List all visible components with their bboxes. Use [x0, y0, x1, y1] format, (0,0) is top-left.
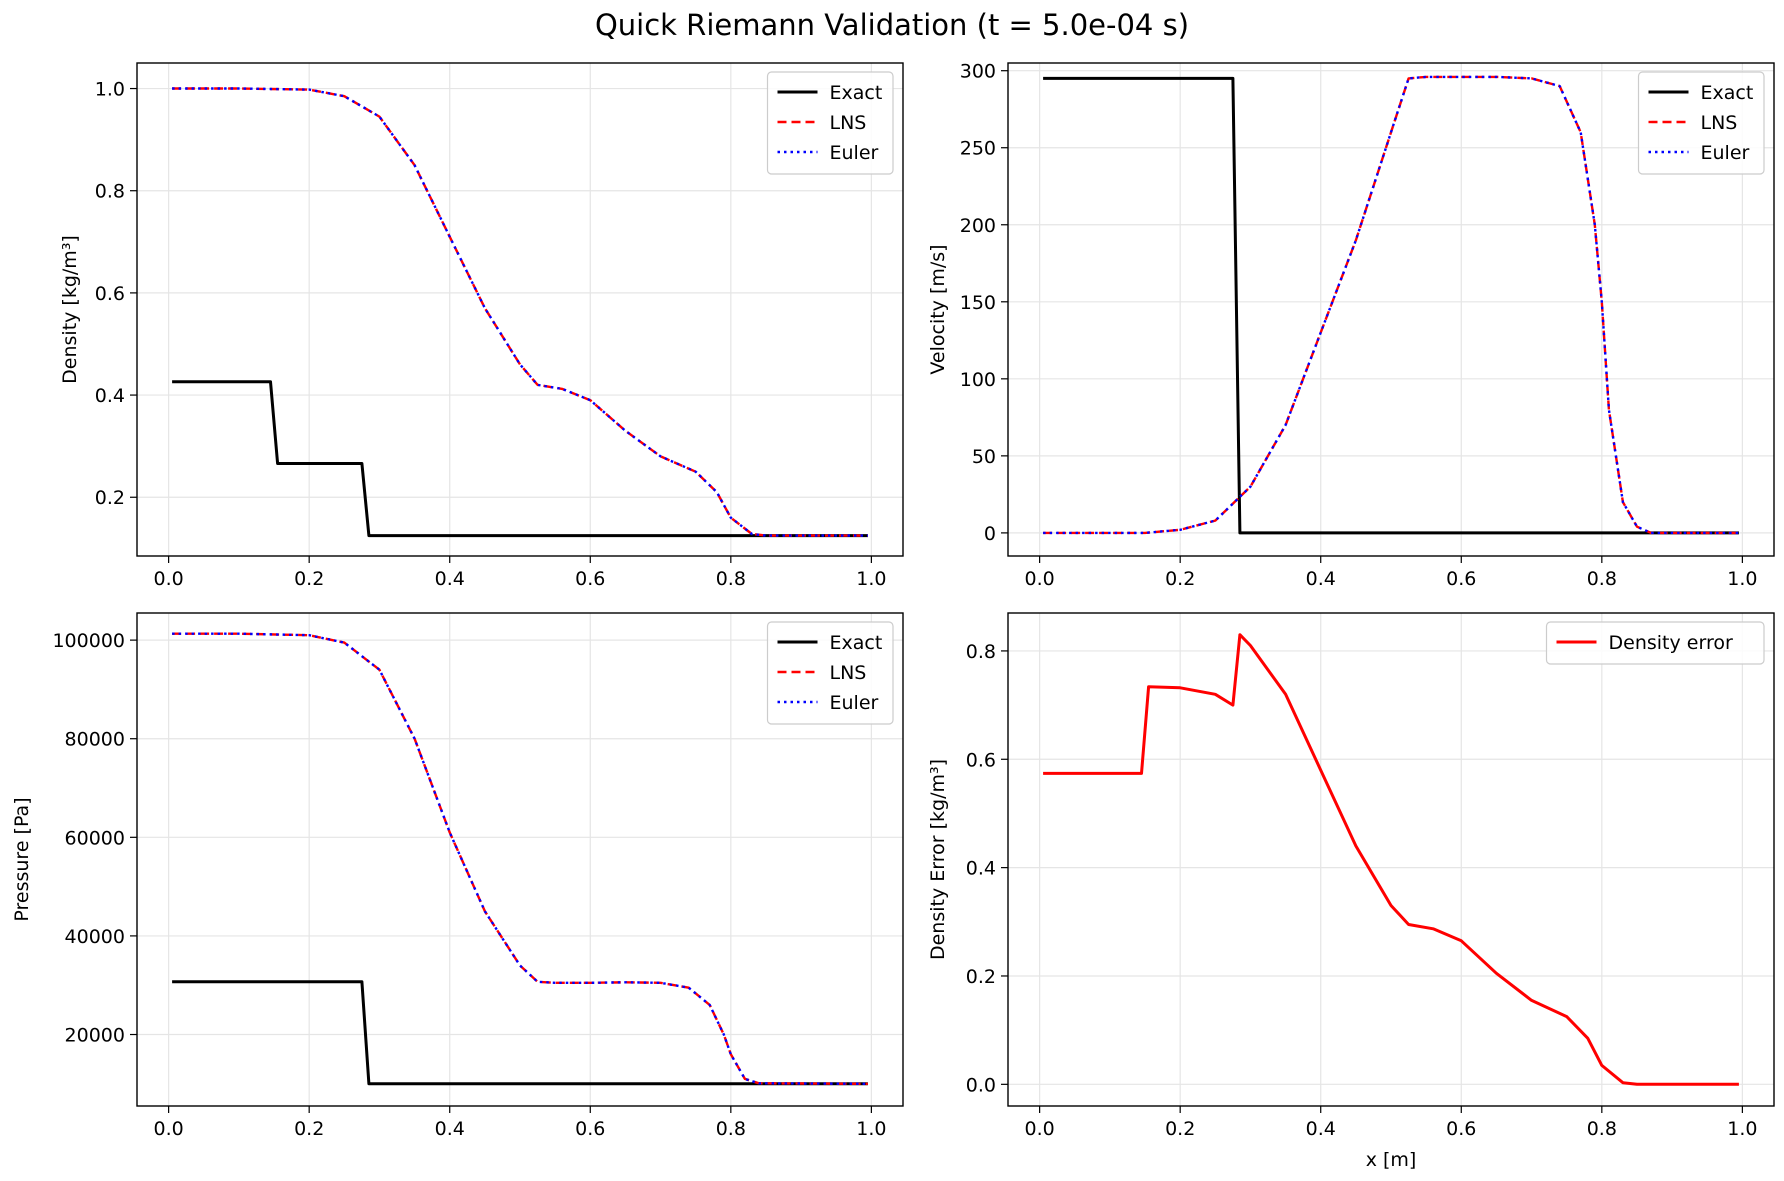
legend-label: LNS — [830, 662, 867, 684]
legend-label: Euler — [830, 142, 879, 164]
series-line-lns — [1043, 75, 1739, 535]
y-tick-label: 0.6 — [95, 283, 125, 305]
legend-label: Exact — [830, 632, 883, 654]
legend: Exact LNS Euler — [766, 71, 894, 175]
legend-label: Exact — [830, 82, 883, 104]
y-tick-label: 0.6 — [966, 749, 996, 771]
y-tick-label: 0.2 — [966, 966, 996, 988]
x-tick-label: 0.8 — [716, 568, 746, 590]
series-group — [1043, 633, 1739, 1086]
legend-label: Density error — [1609, 632, 1733, 654]
figure-title: Quick Riemann Validation (t = 5.0e-04 s) — [594, 8, 1190, 42]
x-tick-label: 0.8 — [716, 1118, 746, 1140]
y-tick-label: 1.0 — [95, 79, 125, 101]
chart-2: 0.0 0.2 0.4 0.6 0.8 1.0 0 50 100 150 200 250 300 Velo… — [927, 61, 1775, 590]
x-tick-label: 0.8 — [1587, 1118, 1617, 1140]
series-line-exact — [172, 380, 868, 538]
y-tick-label: 0.8 — [95, 181, 125, 203]
x-tick-label: 1.0 — [856, 1118, 886, 1140]
legend-label: LNS — [1701, 112, 1738, 134]
y-axis-label: Density Error [kg/m³] — [927, 759, 949, 960]
series-line-lns — [172, 87, 868, 537]
y-tick-label: 40000 — [65, 926, 125, 948]
axes-frame — [1007, 612, 1775, 1107]
x-tick-label: 1.0 — [856, 568, 886, 590]
x-tick-label: 0.2 — [1165, 1118, 1195, 1140]
axes-frame — [1007, 62, 1775, 557]
legend-label: Exact — [1701, 82, 1754, 104]
legend-label: Euler — [830, 692, 879, 714]
series-line-euler — [172, 632, 868, 1086]
y-axis-label: Velocity [m/s] — [927, 244, 949, 374]
x-tick-label: 0.2 — [294, 568, 324, 590]
y-tick-label: 50 — [972, 446, 996, 468]
series-line-density-error — [1043, 633, 1739, 1086]
y-tick-label: 0 — [984, 523, 996, 545]
x-tick-label: 0.0 — [154, 1118, 184, 1140]
series-line-lns — [172, 632, 868, 1086]
axes-frame — [136, 62, 904, 557]
series-group — [1043, 75, 1739, 535]
y-tick-label: 60000 — [65, 827, 125, 849]
series-line-exact — [172, 980, 868, 1086]
legend: Exact LNS Euler — [766, 621, 894, 725]
legend-label: Euler — [1701, 142, 1750, 164]
chart-1: 0.0 0.2 0.4 0.6 0.8 1.0 0.2 0.4 0.6 0.8 1.0 Density… — [59, 62, 904, 590]
y-tick-label: 80000 — [65, 729, 125, 751]
series-line-euler — [172, 87, 868, 537]
legend-box — [1637, 71, 1765, 175]
chart-3: 0.0 0.2 0.4 0.6 0.8 1.0 20000 40000 60000 80000 10… — [11, 612, 904, 1140]
x-tick-label: 0.2 — [1165, 568, 1195, 590]
x-tick-label: 0.6 — [575, 1118, 605, 1140]
x-tick-label: 0.4 — [435, 568, 465, 590]
y-tick-label: 0.8 — [966, 641, 996, 663]
y-tick-label: 0.0 — [966, 1074, 996, 1096]
y-tick-label: 0.2 — [95, 487, 125, 509]
x-tick-label: 0.4 — [1306, 1118, 1336, 1140]
legend-box — [766, 71, 894, 175]
series-line-euler — [1043, 75, 1739, 535]
y-tick-label: 300 — [960, 61, 996, 83]
legend-box — [1545, 621, 1765, 665]
y-tick-label: 100000 — [52, 630, 125, 652]
x-tick-label: 0.0 — [1025, 568, 1055, 590]
x-tick-label: 0.2 — [294, 1118, 324, 1140]
legend-label: LNS — [830, 112, 867, 134]
legend: Exact LNS Euler — [1637, 71, 1765, 175]
series-line-exact — [1043, 76, 1739, 535]
series-group — [172, 87, 868, 538]
legend: Density error — [1545, 621, 1765, 665]
x-tick-label: 1.0 — [1727, 568, 1757, 590]
x-tick-label: 1.0 — [1727, 1118, 1757, 1140]
axes-frame — [136, 612, 904, 1107]
chart-4: 0.0 0.2 0.4 0.6 0.8 1.0 0.0 0.2 0.4 0.6 0.8 Density… — [927, 612, 1775, 1171]
x-axis-label: x [m] — [1366, 1149, 1417, 1171]
x-tick-label: 0.6 — [1446, 1118, 1476, 1140]
x-tick-label: 0.6 — [1446, 568, 1476, 590]
x-tick-label: 0.0 — [1025, 1118, 1055, 1140]
legend-box — [766, 621, 894, 725]
y-tick-label: 150 — [960, 292, 996, 314]
y-tick-label: 200 — [960, 215, 996, 237]
y-tick-label: 250 — [960, 138, 996, 160]
series-group — [172, 632, 868, 1086]
y-axis-label: Density [kg/m³] — [59, 235, 81, 384]
x-tick-label: 0.6 — [575, 568, 605, 590]
x-tick-label: 0.4 — [1306, 568, 1336, 590]
x-tick-label: 0.8 — [1587, 568, 1617, 590]
y-tick-label: 20000 — [65, 1025, 125, 1047]
x-tick-label: 0.4 — [435, 1118, 465, 1140]
x-tick-label: 0.0 — [154, 568, 184, 590]
y-tick-label: 100 — [960, 369, 996, 391]
y-tick-label: 0.4 — [966, 858, 996, 880]
y-axis-label: Pressure [Pa] — [11, 797, 33, 921]
y-tick-label: 0.4 — [95, 385, 125, 407]
